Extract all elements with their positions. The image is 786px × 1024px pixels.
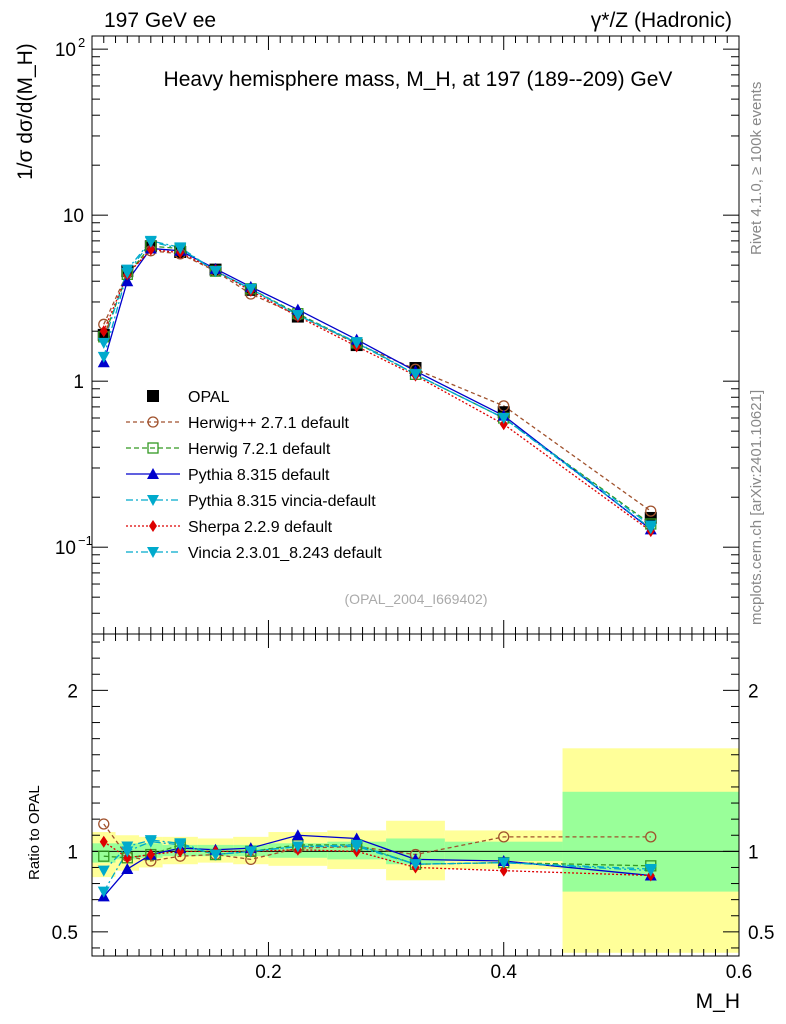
series-2-point	[121, 275, 134, 287]
series-5-ratio-point	[291, 841, 304, 853]
series-0-ratio-point	[645, 831, 657, 843]
ratio-uncertainty-bands	[92, 748, 739, 953]
legend-label-4: Pythia 8.315 vincia-default	[188, 493, 376, 510]
y-tick-label: 10	[55, 40, 76, 61]
ratio-tick-label-right: 0.5	[748, 923, 774, 944]
analysis-watermark: (OPAL_2004_I669402)	[345, 591, 488, 607]
series-4-ratio-point	[99, 835, 108, 848]
y-tick-label: 10	[63, 206, 84, 227]
series-4-point	[499, 418, 508, 431]
series-5-point	[497, 413, 510, 425]
legend-label-6: Vincia 2.3.01_8.243 default	[188, 545, 382, 562]
x-axis-label: M_H	[696, 990, 740, 1013]
series-5-ratio-point	[244, 846, 257, 858]
header-left-label: 197 GeV ee	[104, 9, 216, 32]
series-5-ratio-point	[209, 849, 222, 861]
series-4-point	[146, 243, 155, 256]
legend-marker-3	[147, 468, 159, 479]
series-5-ratio-point	[174, 839, 187, 851]
series-4-ratio-point	[176, 845, 185, 858]
series-5-ratio-point	[121, 846, 134, 858]
legend-label-3: Pythia 8.315 default	[188, 467, 330, 484]
series-2-line	[103, 247, 652, 530]
x-tick-label: 0.4	[491, 962, 518, 983]
legend-marker-1	[147, 416, 159, 428]
x-tick-label: 0.6	[726, 962, 752, 983]
series-2-ratio-point	[121, 863, 134, 875]
series-4-line	[103, 248, 652, 532]
series-5-point	[144, 236, 157, 248]
legend-marker-2	[147, 442, 159, 454]
series-5-ratio-point	[644, 865, 657, 877]
series-5-ratio-line	[103, 841, 651, 892]
series-5-point	[121, 267, 134, 279]
series-5-point	[209, 266, 222, 278]
ratio-tick-label: 1	[67, 842, 78, 863]
legend-label-5: Sherpa 2.2.9 default	[188, 519, 333, 536]
legend-marker-5	[149, 520, 157, 532]
series-5-ratio-point	[497, 857, 510, 869]
series-4-ratio-point	[123, 851, 132, 864]
legend-label-2: Herwig 7.2.1 default	[188, 441, 331, 458]
series-2-ratio-point	[291, 829, 304, 841]
legend-label-1: Herwig++ 2.7.1 default	[188, 415, 350, 432]
series-4-point	[99, 325, 108, 338]
series-5-line	[103, 241, 652, 529]
series-5-point	[644, 523, 657, 535]
ratio-band-inner	[92, 843, 116, 863]
series-0-point	[645, 505, 657, 517]
ratio-tick-label: 0.5	[52, 923, 78, 944]
y-tick-exponent: 2	[78, 35, 85, 50]
ratio-tick-label-right: 2	[748, 681, 759, 702]
series-5-ratio-point	[409, 859, 422, 871]
series-3-point	[97, 337, 110, 349]
ratio-tick-label: 2	[67, 681, 78, 702]
y-tick-exponent: −1	[78, 533, 93, 548]
ratio-tick-label-right: 1	[748, 842, 759, 863]
series-5-point	[97, 351, 110, 363]
series-5-point	[350, 337, 363, 349]
series-5-ratio-point	[350, 841, 363, 853]
y-axis-label: 1/σ dσ/d(M_H)	[14, 43, 37, 180]
x-tick-label: 0.2	[255, 962, 281, 983]
series-0-ratio-point	[498, 831, 510, 843]
ratio-plot-frame	[91, 633, 740, 957]
series-3-line	[103, 240, 652, 527]
series-5-ratio-point	[97, 886, 110, 898]
series-markers	[97, 235, 657, 902]
series-0-ratio-line	[103, 823, 651, 862]
series-5-point	[409, 369, 422, 381]
legend-marker-4	[147, 495, 159, 506]
legend: OPAL Herwig++ 2.7.1 default Herwig 7.2.1 d…	[126, 389, 382, 562]
side-label-mcplots: mcplots.cern.ch [arXiv:2401.10621]	[748, 390, 765, 625]
legend-label-0: OPAL	[188, 389, 230, 406]
series-5-point	[174, 243, 187, 255]
y-tick-label: 10	[55, 538, 76, 559]
series-4-ratio-point	[499, 864, 508, 877]
chart-title: Heavy hemisphere mass, M_H, at 197 (189-…	[164, 68, 673, 91]
series-5-point	[244, 283, 257, 295]
legend-marker-0	[147, 390, 159, 402]
side-label-rivet: Rivet 4.1.0, ≥ 100k events	[748, 82, 765, 255]
series-1-ratio-point	[98, 850, 110, 862]
legend-marker-6	[147, 547, 159, 558]
series-5-ratio-point	[144, 836, 157, 848]
series-1-line	[103, 245, 652, 525]
header-right-label: γ*/Z (Hadronic)	[591, 9, 732, 32]
series-3-ratio-point	[97, 865, 110, 877]
series-5-point	[291, 310, 304, 322]
series-0-ratio-point	[98, 818, 110, 830]
y-tick-label: 1	[73, 372, 84, 393]
ratio-axis-label: Ratio to OPAL	[26, 785, 43, 880]
series-4-ratio-point	[146, 848, 155, 861]
